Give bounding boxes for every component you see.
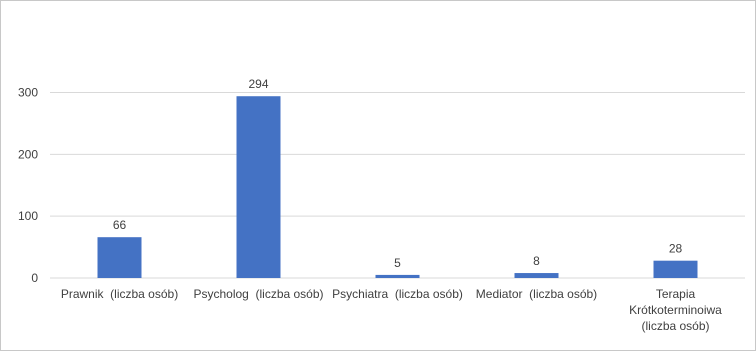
x-axis-category-labels: Prawnik (liczba osób) Psycholog (liczba o… (61, 287, 722, 333)
category-label: Terapia (656, 287, 696, 301)
category-label: Mediator (liczba osób) (476, 287, 597, 301)
bar (375, 274, 420, 278)
data-label: 8 (533, 254, 540, 268)
data-label: 5 (394, 256, 401, 270)
category-label: Prawnik (liczba osób) (61, 287, 178, 301)
data-labels: 66 294 5 8 28 (113, 77, 683, 270)
y-tick-label: 300 (18, 86, 38, 100)
bar (653, 260, 698, 278)
y-tick-label: 200 (18, 147, 38, 161)
y-tick-label: 0 (31, 271, 38, 285)
data-label: 28 (669, 242, 683, 256)
category-label: Psycholog (liczba osób) (193, 287, 323, 301)
y-tick-label: 100 (18, 209, 38, 223)
bar (514, 273, 559, 278)
y-axis-tick-labels: 0 100 200 300 (18, 86, 38, 285)
bars (97, 96, 698, 278)
data-label: 66 (113, 218, 127, 232)
gridlines (50, 92, 745, 279)
category-label: Psychiatra (liczba osób) (332, 287, 463, 301)
bar (97, 237, 142, 278)
category-label: (liczba osób) (641, 319, 709, 333)
category-label: Krótkoterminoiwa (629, 303, 722, 317)
bar (236, 96, 281, 278)
data-label: 294 (248, 77, 268, 91)
